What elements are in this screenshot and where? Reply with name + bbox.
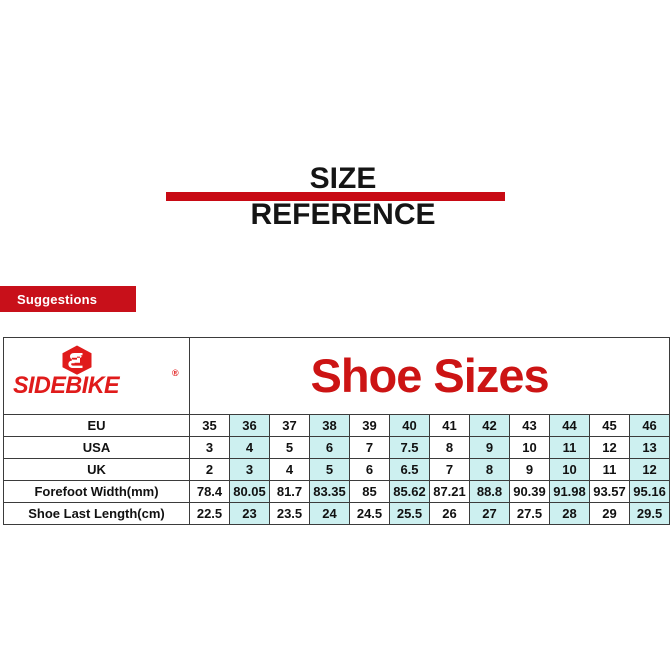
- table-banner-row: SIDEBIKE ® Shoe Sizes: [3, 337, 671, 415]
- cell-lastlen-2: 23: [229, 502, 270, 525]
- cell-usa-5: 7: [349, 436, 390, 459]
- cell-usa-6: 7.5: [389, 436, 430, 459]
- cell-forefoot-7: 87.21: [429, 480, 470, 503]
- cell-forefoot-10: 91.98: [549, 480, 590, 503]
- cell-forefoot-5: 85: [349, 480, 390, 503]
- cell-uk-11: 11: [589, 458, 630, 481]
- brand-wordmark: SIDEBIKE: [13, 372, 120, 399]
- cell-forefoot-2: 80.05: [229, 480, 270, 503]
- cell-eu-12: 46: [628, 414, 671, 437]
- cell-eu-3: 37: [269, 414, 310, 437]
- cell-uk-6: 6.5: [389, 458, 430, 481]
- row-label-shoe-last-length: Shoe Last Length(cm): [3, 502, 190, 525]
- table-row: Forefoot Width(mm) 78.4 80.05 81.7 83.35…: [3, 480, 671, 503]
- cell-lastlen-6: 25.5: [389, 502, 430, 525]
- cell-uk-9: 9: [509, 458, 550, 481]
- cell-uk-8: 8: [469, 458, 510, 481]
- cell-usa-9: 10: [509, 436, 550, 459]
- cell-usa-3: 5: [269, 436, 310, 459]
- cell-lastlen-9: 27.5: [509, 502, 550, 525]
- cell-usa-1: 3: [189, 436, 230, 459]
- row-label-eu: EU: [3, 414, 190, 437]
- cell-usa-8: 9: [469, 436, 510, 459]
- title-red-rule: [166, 192, 505, 201]
- cell-lastlen-10: 28: [549, 502, 590, 525]
- table-row: EU 35 36 37 38 39 40 41 42 43 44 45 46: [3, 414, 671, 437]
- row-label-forefoot-width: Forefoot Width(mm): [3, 480, 190, 503]
- cell-usa-4: 6: [309, 436, 350, 459]
- cell-uk-7: 7: [429, 458, 470, 481]
- page-title-line2: REFERENCE: [250, 198, 436, 231]
- cell-eu-10: 44: [549, 414, 590, 437]
- brand-logo-cell: SIDEBIKE ®: [3, 337, 190, 415]
- cell-lastlen-11: 29: [589, 502, 630, 525]
- size-table: SIDEBIKE ® Shoe Sizes EU 35 36 37 38 39 …: [3, 337, 671, 525]
- cell-forefoot-4: 83.35: [309, 480, 350, 503]
- row-label-uk: UK: [3, 458, 190, 481]
- cell-lastlen-7: 26: [429, 502, 470, 525]
- cell-uk-10: 10: [549, 458, 590, 481]
- cell-forefoot-6: 85.62: [389, 480, 430, 503]
- size-chart: SIDEBIKE ® Shoe Sizes EU 35 36 37 38 39 …: [3, 337, 671, 525]
- table-row: USA 3 4 5 6 7 7.5 8 9 10 11 12 13: [3, 436, 671, 459]
- cell-uk-12: 12: [628, 458, 671, 481]
- page-title-line1: SIZE: [309, 162, 377, 195]
- cell-usa-11: 12: [589, 436, 630, 459]
- page-heading: SIZE REFERENCE: [0, 150, 672, 250]
- cell-eu-11: 45: [589, 414, 630, 437]
- cell-lastlen-4: 24: [309, 502, 350, 525]
- cell-eu-2: 36: [229, 414, 270, 437]
- cell-uk-3: 4: [269, 458, 310, 481]
- cell-lastlen-12: 29.5: [628, 502, 671, 525]
- cell-usa-12: 13: [628, 436, 671, 459]
- cell-usa-10: 11: [549, 436, 590, 459]
- cell-lastlen-8: 27: [469, 502, 510, 525]
- cell-usa-7: 8: [429, 436, 470, 459]
- cell-forefoot-1: 78.4: [189, 480, 230, 503]
- cell-uk-5: 6: [349, 458, 390, 481]
- registered-trademark-icon: ®: [172, 368, 179, 378]
- table-row: Shoe Last Length(cm) 22.5 23 23.5 24 24.…: [3, 502, 671, 525]
- table-title-cell: Shoe Sizes: [188, 337, 671, 415]
- cell-uk-1: 2: [189, 458, 230, 481]
- cell-eu-4: 38: [309, 414, 350, 437]
- hexagon-s-icon: [61, 345, 93, 375]
- cell-forefoot-11: 93.57: [589, 480, 630, 503]
- cell-eu-1: 35: [189, 414, 230, 437]
- cell-lastlen-5: 24.5: [349, 502, 390, 525]
- suggestions-badge-label: Suggestions: [17, 291, 98, 307]
- cell-forefoot-9: 90.39: [509, 480, 550, 503]
- suggestions-badge: Suggestions: [0, 286, 136, 312]
- cell-lastlen-1: 22.5: [189, 502, 230, 525]
- cell-forefoot-12: 95.16: [628, 480, 671, 503]
- cell-usa-2: 4: [229, 436, 270, 459]
- row-label-usa: USA: [3, 436, 190, 459]
- cell-eu-5: 39: [349, 414, 390, 437]
- cell-eu-9: 43: [509, 414, 550, 437]
- cell-forefoot-8: 88.8: [469, 480, 510, 503]
- cell-lastlen-3: 23.5: [269, 502, 310, 525]
- cell-forefoot-3: 81.7: [269, 480, 310, 503]
- cell-eu-6: 40: [389, 414, 430, 437]
- table-row: UK 2 3 4 5 6 6.5 7 8 9 10 11 12: [3, 458, 671, 481]
- cell-uk-2: 3: [229, 458, 270, 481]
- cell-eu-7: 41: [429, 414, 470, 437]
- cell-eu-8: 42: [469, 414, 510, 437]
- cell-uk-4: 5: [309, 458, 350, 481]
- table-title: Shoe Sizes: [310, 348, 549, 402]
